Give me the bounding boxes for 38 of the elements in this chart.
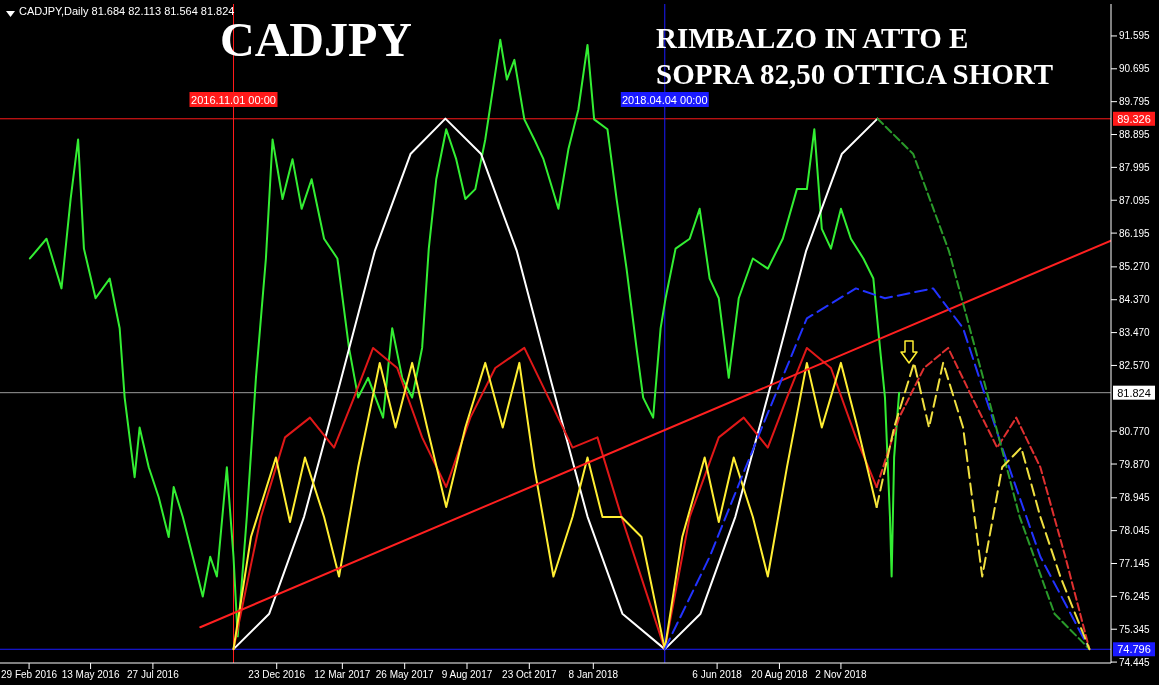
x-tick-label: 26 May 2017 xyxy=(375,669,435,681)
y-tick-label: 78.045 xyxy=(1119,525,1151,537)
x-tick-label: 2 Nov 2018 xyxy=(815,669,867,681)
ref-line-label: 2016.11.01 00:00 xyxy=(191,94,276,106)
y-tick-label: 74.445 xyxy=(1119,656,1151,668)
ref-line-label: 2018.04.04 00:00 xyxy=(621,94,708,106)
ref-line-label: 74.796 xyxy=(1117,643,1151,656)
y-tick-label: 82.570 xyxy=(1119,360,1151,371)
x-tick-label: 23 Oct 2017 xyxy=(502,669,557,681)
ref-line-label: 89.326 xyxy=(1117,112,1151,125)
x-tick-label: 12 Mar 2017 xyxy=(314,669,371,681)
y-tick-label: 76.245 xyxy=(1119,590,1151,602)
y-tick-label: 80.770 xyxy=(1119,425,1151,437)
x-tick-label: 9 Aug 2017 xyxy=(441,669,493,681)
x-tick-label: 6 Jun 2018 xyxy=(692,669,743,681)
x-tick-label: 13 May 2016 xyxy=(61,669,120,681)
y-tick-label: 87.095 xyxy=(1119,194,1151,206)
y-tick-label: 83.470 xyxy=(1119,327,1151,339)
y-tick-label: 84.370 xyxy=(1119,294,1151,306)
x-tick-label: 20 Aug 2018 xyxy=(751,669,808,681)
x-tick-label: 8 Jan 2018 xyxy=(568,669,619,681)
y-tick-label: 75.345 xyxy=(1119,623,1151,635)
line-series xyxy=(232,117,879,651)
y-tick-label: 78.945 xyxy=(1119,492,1151,504)
y-tick-label: 87.995 xyxy=(1119,161,1151,173)
y-tick-label: 85.270 xyxy=(1119,261,1151,273)
y-tick-label: 89.795 xyxy=(1119,96,1151,108)
y-tick-label: 86.195 xyxy=(1119,227,1151,239)
x-tick-label: 27 Jul 2016 xyxy=(127,669,180,681)
y-tick-label: 77.145 xyxy=(1119,558,1151,570)
x-tick-label: 29 Feb 2016 xyxy=(1,669,58,681)
ref-line-label: 81.824 xyxy=(1117,386,1151,399)
y-tick-label: 91.595 xyxy=(1119,30,1151,42)
y-tick-label: 88.895 xyxy=(1119,129,1151,141)
y-tick-label: 79.870 xyxy=(1119,458,1151,470)
line-series xyxy=(876,117,1091,651)
x-tick-label: 23 Dec 2016 xyxy=(248,669,306,681)
y-tick-label: 90.695 xyxy=(1119,63,1151,75)
